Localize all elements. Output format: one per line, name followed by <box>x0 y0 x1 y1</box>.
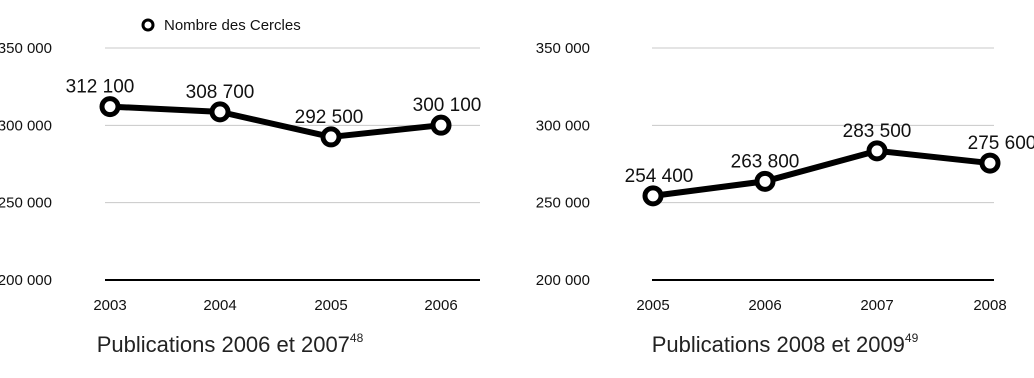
chart-caption: Publications 2008 et 200949 <box>652 331 919 357</box>
x-tick-label: 2007 <box>860 297 893 314</box>
y-tick-label: 300 000 <box>536 117 590 134</box>
data-label: 254 400 <box>625 166 694 187</box>
chart-2: 200 000 250 000 300 000 350 000 2005 2006 2007… <box>536 40 1034 357</box>
series-line <box>109 103 442 140</box>
data-label: 300 100 <box>413 95 482 116</box>
data-point <box>209 101 231 123</box>
data-label: 308 700 <box>186 82 255 103</box>
data-point <box>99 96 121 118</box>
x-tick-label: 2006 <box>424 297 457 314</box>
x-tick-label: 2005 <box>314 297 347 314</box>
legend-marker-icon <box>141 18 155 32</box>
legend-label: Nombre des Cercles <box>164 17 301 34</box>
data-label: 275 600 <box>968 133 1034 154</box>
data-label: 283 500 <box>843 121 912 142</box>
data-point <box>866 140 888 162</box>
x-tick-label: 2006 <box>748 297 781 314</box>
chart-1: 200 000 250 000 300 000 350 000 2003 2004 2005… <box>0 40 481 357</box>
y-tick-label: 250 000 <box>0 195 52 212</box>
x-tick-label: 2005 <box>636 297 669 314</box>
y-tick-label: 250 000 <box>536 195 590 212</box>
y-tick-label: 300 000 <box>0 117 52 134</box>
y-tick-label: 200 000 <box>0 272 52 289</box>
y-tick-label: 350 000 <box>0 40 52 57</box>
x-tick-label: 2003 <box>93 297 126 314</box>
chart-caption: Publications 2006 et 200748 <box>97 331 364 357</box>
data-point <box>320 126 342 148</box>
series-line <box>652 147 991 199</box>
y-tick-label: 350 000 <box>536 40 590 57</box>
x-tick-label: 2004 <box>203 297 236 314</box>
data-label: 292 500 <box>295 107 364 128</box>
legend: Nombre des Cercles <box>141 17 301 34</box>
data-label: 312 100 <box>66 77 135 98</box>
x-tick-label: 2008 <box>973 297 1006 314</box>
y-tick-label: 200 000 <box>536 272 590 289</box>
data-point <box>642 185 664 207</box>
data-label: 263 800 <box>731 151 800 172</box>
data-point <box>430 114 452 136</box>
data-point <box>754 170 776 192</box>
data-point <box>979 152 1001 174</box>
